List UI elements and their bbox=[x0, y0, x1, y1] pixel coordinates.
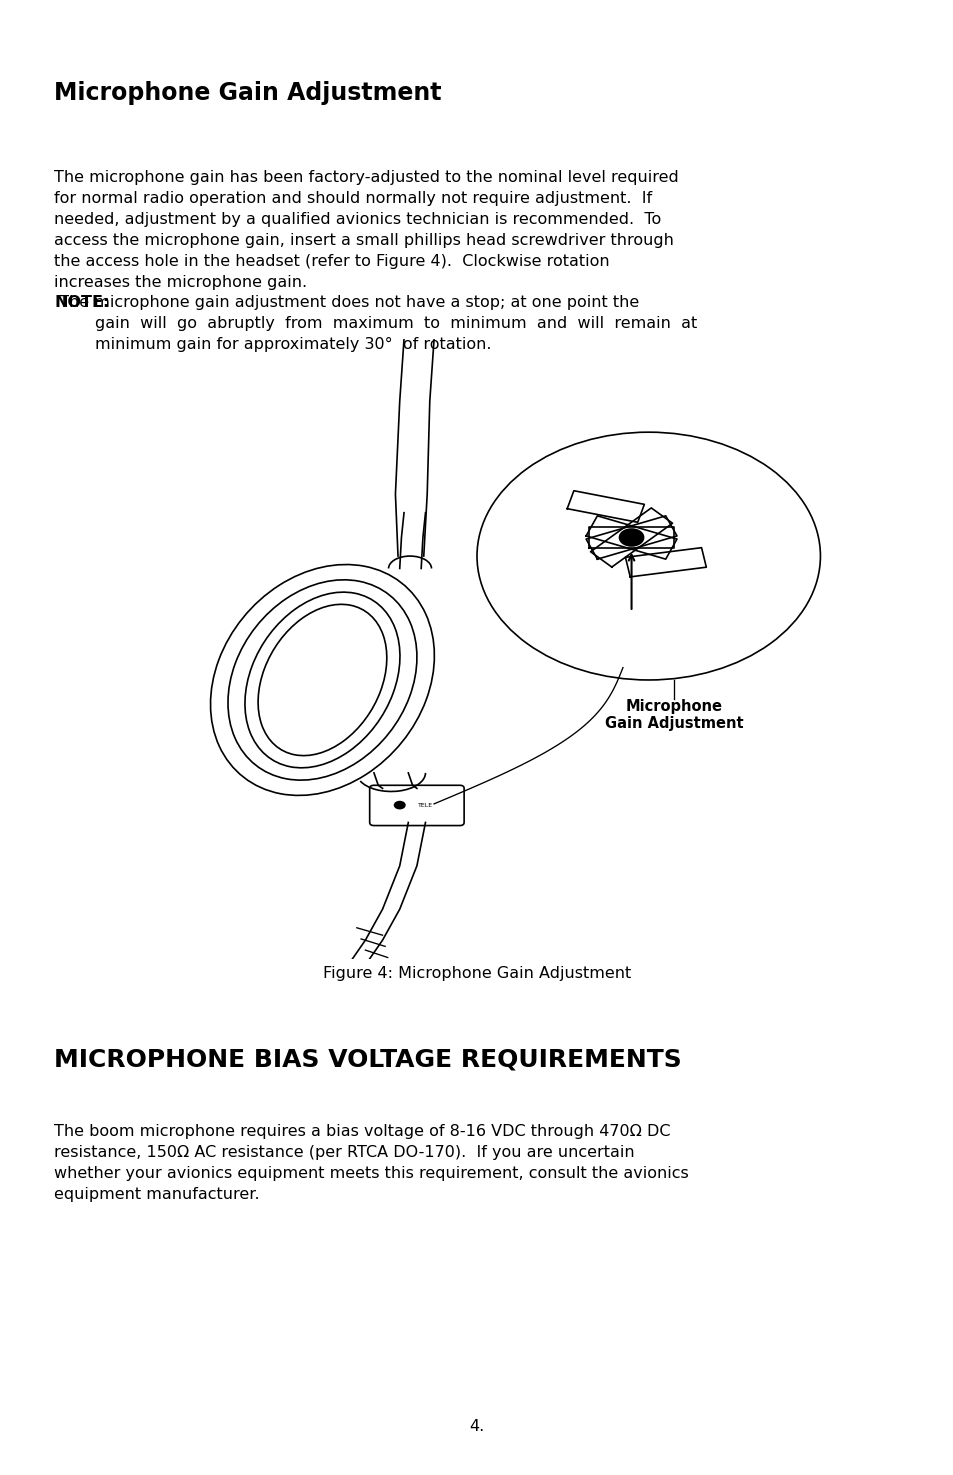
Text: The microphone gain has been factory-adjusted to the nominal level required
for : The microphone gain has been factory-adj… bbox=[54, 170, 679, 289]
Text: 4.: 4. bbox=[469, 1419, 484, 1434]
Circle shape bbox=[618, 528, 644, 547]
Text: MICROPHONE BIAS VOLTAGE REQUIREMENTS: MICROPHONE BIAS VOLTAGE REQUIREMENTS bbox=[54, 1047, 681, 1071]
Text: The boom microphone requires a bias voltage of 8-16 VDC through 470Ω DC
resistan: The boom microphone requires a bias volt… bbox=[54, 1124, 688, 1202]
Text: Figure 4: Microphone Gain Adjustment: Figure 4: Microphone Gain Adjustment bbox=[322, 966, 631, 981]
Text: The microphone gain adjustment does not have a stop; at one point the
        ga: The microphone gain adjustment does not … bbox=[54, 295, 697, 353]
Circle shape bbox=[394, 801, 405, 810]
Text: NOTE:: NOTE: bbox=[54, 295, 110, 310]
Text: Microphone Gain Adjustment: Microphone Gain Adjustment bbox=[54, 81, 441, 105]
Text: Microphone
Gain Adjustment: Microphone Gain Adjustment bbox=[604, 699, 743, 732]
Text: TELE: TELE bbox=[417, 802, 433, 808]
